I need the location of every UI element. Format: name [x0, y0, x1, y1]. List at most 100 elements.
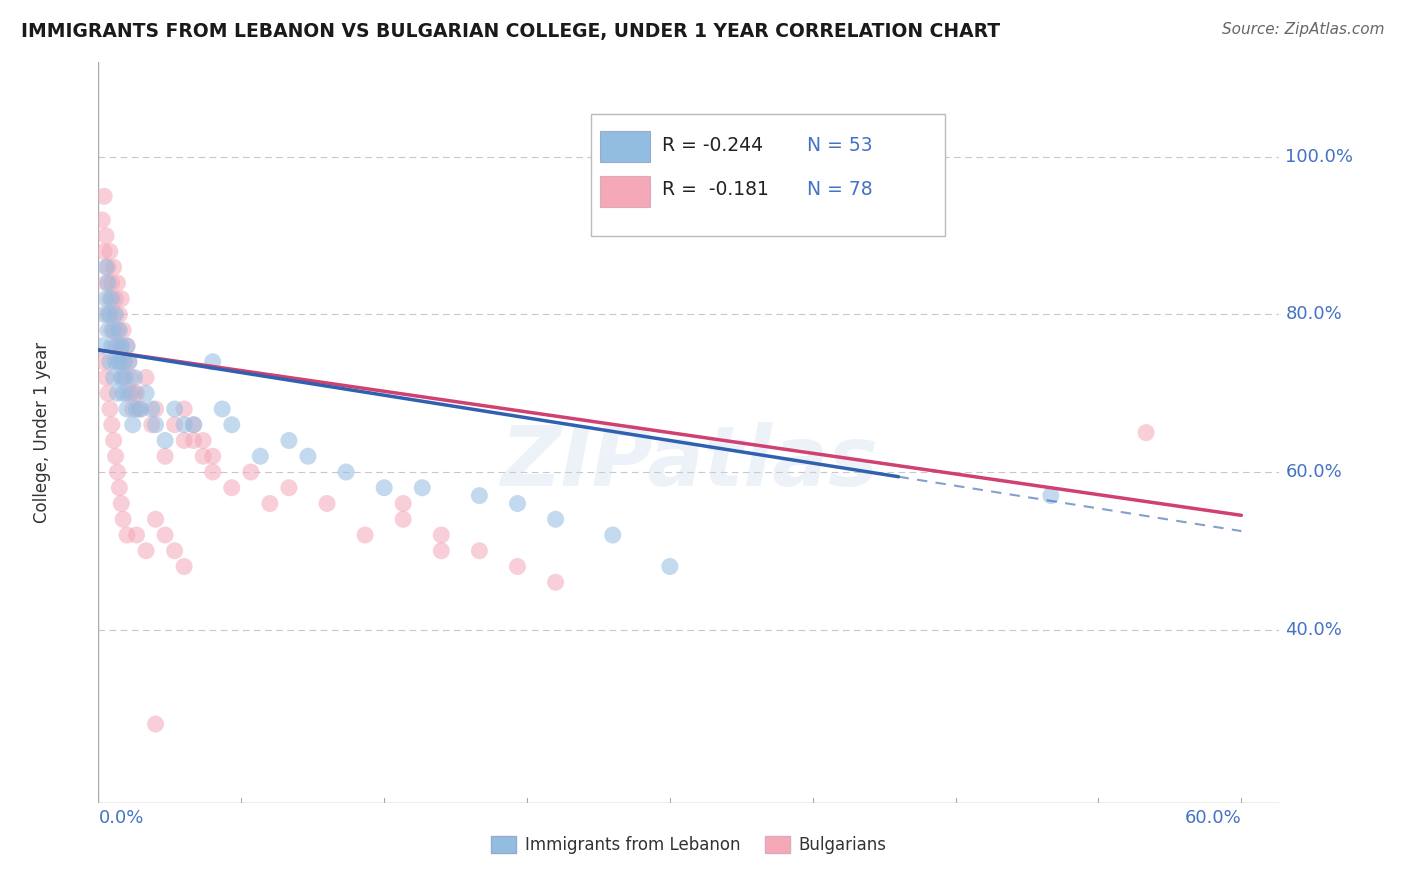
Text: IMMIGRANTS FROM LEBANON VS BULGARIAN COLLEGE, UNDER 1 YEAR CORRELATION CHART: IMMIGRANTS FROM LEBANON VS BULGARIAN COL…	[21, 22, 1000, 41]
Point	[103, 434, 125, 448]
Point	[145, 717, 167, 731]
Text: 80.0%: 80.0%	[1285, 305, 1343, 324]
Point	[115, 339, 138, 353]
Point	[430, 528, 453, 542]
Point	[104, 355, 127, 369]
Point	[145, 512, 167, 526]
Point	[544, 512, 567, 526]
Point	[163, 417, 186, 432]
Point	[316, 496, 339, 510]
Text: Source: ZipAtlas.com: Source: ZipAtlas.com	[1222, 22, 1385, 37]
Point	[93, 189, 115, 203]
Point	[173, 434, 195, 448]
Point	[98, 244, 121, 259]
Point	[97, 386, 120, 401]
Point	[107, 339, 129, 353]
Point	[120, 370, 142, 384]
Point	[125, 528, 148, 542]
Point	[141, 402, 163, 417]
Point	[335, 465, 357, 479]
Point	[103, 308, 125, 322]
Point	[118, 355, 141, 369]
Point	[129, 402, 152, 417]
Point	[103, 260, 125, 275]
Point	[277, 434, 299, 448]
Point	[468, 543, 491, 558]
Point	[193, 449, 215, 463]
Point	[91, 213, 114, 227]
Point	[221, 417, 243, 432]
Point	[125, 386, 148, 401]
Point	[201, 355, 224, 369]
Point	[297, 449, 319, 463]
Point	[373, 481, 395, 495]
Point	[163, 402, 186, 417]
Text: R =  -0.181: R = -0.181	[662, 180, 769, 199]
Point	[201, 449, 224, 463]
Text: R = -0.244: R = -0.244	[662, 136, 763, 155]
Point	[129, 402, 152, 417]
Point	[211, 402, 233, 417]
Point	[100, 339, 122, 353]
Point	[173, 417, 195, 432]
Point	[120, 386, 142, 401]
Point	[124, 386, 146, 401]
Point	[97, 308, 120, 322]
Point	[1039, 489, 1062, 503]
Text: 60.0%: 60.0%	[1185, 809, 1241, 827]
Point	[354, 528, 377, 542]
Point	[103, 323, 125, 337]
Text: 100.0%: 100.0%	[1285, 148, 1354, 166]
Point	[430, 543, 453, 558]
Point	[239, 465, 262, 479]
FancyBboxPatch shape	[600, 176, 650, 207]
Point	[108, 355, 131, 369]
Point	[121, 402, 143, 417]
Point	[145, 402, 167, 417]
Text: ZIPatlas: ZIPatlas	[501, 422, 877, 503]
Point	[183, 417, 205, 432]
Point	[506, 496, 529, 510]
Point	[135, 386, 157, 401]
Point	[97, 260, 120, 275]
Point	[193, 434, 215, 448]
Point	[135, 543, 157, 558]
Point	[108, 481, 131, 495]
Point	[97, 276, 120, 290]
Point	[468, 489, 491, 503]
Point	[121, 417, 143, 432]
Point	[183, 417, 205, 432]
Point	[163, 543, 186, 558]
Point	[94, 228, 117, 243]
Point	[104, 308, 127, 322]
Point	[107, 323, 129, 337]
FancyBboxPatch shape	[600, 131, 650, 162]
Point	[110, 292, 132, 306]
Point	[115, 386, 138, 401]
Point	[93, 308, 115, 322]
Point	[173, 559, 195, 574]
Point	[544, 575, 567, 590]
Point	[249, 449, 271, 463]
Point	[658, 559, 681, 574]
Point	[115, 528, 138, 542]
Point	[107, 465, 129, 479]
Point	[602, 528, 624, 542]
Point	[141, 417, 163, 432]
Point	[100, 323, 122, 337]
Point	[135, 370, 157, 384]
Point	[97, 323, 120, 337]
Point	[93, 355, 115, 369]
Point	[98, 292, 121, 306]
Point	[124, 370, 146, 384]
Point	[104, 449, 127, 463]
Point	[94, 260, 117, 275]
Point	[201, 465, 224, 479]
Text: N = 78: N = 78	[807, 180, 873, 199]
Point	[277, 481, 299, 495]
Point	[183, 434, 205, 448]
Point	[221, 481, 243, 495]
Point	[108, 323, 131, 337]
Point	[110, 370, 132, 384]
Point	[100, 292, 122, 306]
